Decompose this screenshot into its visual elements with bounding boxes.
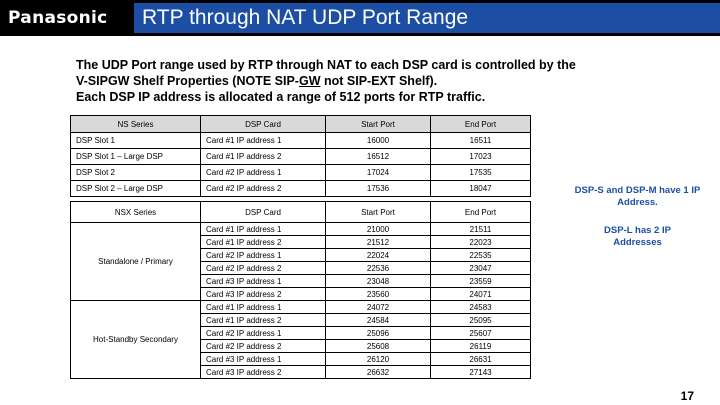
- table-row: Hot-Standby Secondary Card #1 IP address…: [70, 300, 531, 379]
- start-port-cell: 17536: [325, 180, 431, 197]
- table-row: Card #1 IP address 2 21512 22023: [71, 235, 531, 249]
- card-cell: Card #2 IP address 2: [200, 339, 326, 353]
- card-cell: Card #2 IP address 1: [200, 248, 326, 262]
- card-cell: Card #2 IP address 2: [200, 261, 326, 275]
- ns-col-start-port: Start Port: [325, 115, 431, 133]
- nsx-col-series: NSX Series: [70, 201, 201, 223]
- card-cell: Card #1 IP address 1: [200, 300, 326, 314]
- intro-line-2-underlined: GW: [298, 74, 321, 88]
- intro-text: The UDP Port range used by RTP through N…: [76, 57, 676, 105]
- end-port-cell: 21511: [430, 222, 531, 236]
- table-row: DSP Slot 1 Card #1 IP address 1 16000 16…: [70, 132, 531, 149]
- nsx-col-dsp-card: DSP Card: [200, 201, 326, 223]
- table-row: Card #2 IP address 2 22536 23047: [71, 261, 531, 275]
- card-cell: Card #2 IP address 1: [200, 164, 326, 181]
- ns-col-dsp-card: DSP Card: [200, 115, 326, 133]
- group-label-standalone: Standalone / Primary: [70, 222, 201, 301]
- start-port-cell: 26120: [325, 352, 431, 366]
- slot-cell: DSP Slot 1 – Large DSP: [70, 148, 201, 165]
- end-port-cell: 16511: [430, 132, 531, 149]
- ns-col-end-port: End Port: [430, 115, 531, 133]
- start-port-cell: 23560: [325, 287, 431, 301]
- start-port-cell: 25096: [325, 326, 431, 340]
- end-port-cell: 23047: [430, 261, 531, 275]
- nsx-col-start-port: Start Port: [325, 201, 431, 223]
- intro-line-2-start: V-SIPGW Shelf Properties (NOTE SIP-: [76, 74, 299, 88]
- start-port-cell: 17024: [325, 164, 431, 181]
- table-row: Card #3 IP address 1 23048 23559: [71, 274, 531, 288]
- start-port-cell: 16512: [325, 148, 431, 165]
- header-bar: Panasonic RTP through NAT UDP Port Range: [0, 0, 720, 36]
- nsx-series-table: NSX Series DSP Card Start Port End Port …: [70, 201, 531, 379]
- card-cell: Card #1 IP address 2: [200, 235, 326, 249]
- end-port-cell: 25095: [430, 313, 531, 327]
- end-port-cell: 25607: [430, 326, 531, 340]
- note-dsp-l: DSP-L has 2 IP Addresses: [604, 225, 671, 248]
- end-port-cell: 17535: [430, 164, 531, 181]
- start-port-cell: 21000: [325, 222, 431, 236]
- card-cell: Card #3 IP address 1: [200, 274, 326, 288]
- card-cell: Card #1 IP address 1: [200, 222, 326, 236]
- table-row: Card #1 IP address 2 24584 25095: [71, 313, 531, 327]
- nsx-header-row: NSX Series DSP Card Start Port End Port: [70, 201, 531, 223]
- card-cell: Card #1 IP address 2: [200, 148, 326, 165]
- start-port-cell: 24584: [325, 313, 431, 327]
- slot-cell: DSP Slot 2 – Large DSP: [70, 180, 201, 197]
- table-row: DSP Slot 1 – Large DSP Card #1 IP addres…: [70, 148, 531, 165]
- table-row: DSP Slot 2 Card #2 IP address 1 17024 17…: [70, 164, 531, 181]
- end-port-cell: 22023: [430, 235, 531, 249]
- card-cell: Card #1 IP address 1: [200, 132, 326, 149]
- page-title: RTP through NAT UDP Port Range: [142, 6, 469, 29]
- card-cell: Card #3 IP address 2: [200, 365, 326, 379]
- intro-line-3: Each DSP IP address is allocated a range…: [76, 90, 486, 104]
- page-number: 17: [680, 389, 694, 403]
- start-port-cell: 26632: [325, 365, 431, 379]
- start-port-cell: 21512: [325, 235, 431, 249]
- end-port-cell: 22535: [430, 248, 531, 262]
- title-bar: RTP through NAT UDP Port Range: [134, 3, 720, 33]
- panasonic-logo: Panasonic: [8, 8, 108, 28]
- table-row: Standalone / Primary Card #1 IP address …: [70, 222, 531, 301]
- intro-line-1: The UDP Port range used by RTP through N…: [76, 58, 576, 72]
- end-port-cell: 27143: [430, 365, 531, 379]
- intro-line-2-end: not SIP-EXT Shelf).: [320, 74, 438, 88]
- start-port-cell: 22024: [325, 248, 431, 262]
- ns-header-row: NS Series DSP Card Start Port End Port: [70, 115, 531, 133]
- nsx-col-end-port: End Port: [430, 201, 531, 223]
- ns-col-series: NS Series: [70, 115, 201, 133]
- ns-series-table: NS Series DSP Card Start Port End Port D…: [70, 115, 531, 197]
- end-port-cell: 17023: [430, 148, 531, 165]
- table-row: Card #3 IP address 2 26632 27143: [71, 365, 531, 379]
- end-port-cell: 24071: [430, 287, 531, 301]
- table-row: Card #2 IP address 2 25608 26119: [71, 339, 531, 353]
- end-port-cell: 24583: [430, 300, 531, 314]
- start-port-cell: 22536: [325, 261, 431, 275]
- card-cell: Card #3 IP address 1: [200, 352, 326, 366]
- slot-cell: DSP Slot 2: [70, 164, 201, 181]
- end-port-cell: 23559: [430, 274, 531, 288]
- start-port-cell: 16000: [325, 132, 431, 149]
- end-port-cell: 18047: [430, 180, 531, 197]
- end-port-cell: 26631: [430, 352, 531, 366]
- start-port-cell: 23048: [325, 274, 431, 288]
- start-port-cell: 25608: [325, 339, 431, 353]
- card-cell: Card #3 IP address 2: [200, 287, 326, 301]
- table-row: DSP Slot 2 – Large DSP Card #2 IP addres…: [70, 180, 531, 197]
- note-dsp-s-m: DSP-S and DSP-M have 1 IP Address.: [574, 185, 701, 208]
- intro-line-2: V-SIPGW Shelf Properties (NOTE SIP-GW no…: [76, 73, 676, 89]
- slot-cell: DSP Slot 1: [70, 132, 201, 149]
- group-label-hot-standby: Hot-Standby Secondary: [70, 300, 201, 379]
- start-port-cell: 24072: [325, 300, 431, 314]
- card-cell: Card #2 IP address 2: [200, 180, 326, 197]
- end-port-cell: 26119: [430, 339, 531, 353]
- card-cell: Card #2 IP address 1: [200, 326, 326, 340]
- card-cell: Card #1 IP address 2: [200, 313, 326, 327]
